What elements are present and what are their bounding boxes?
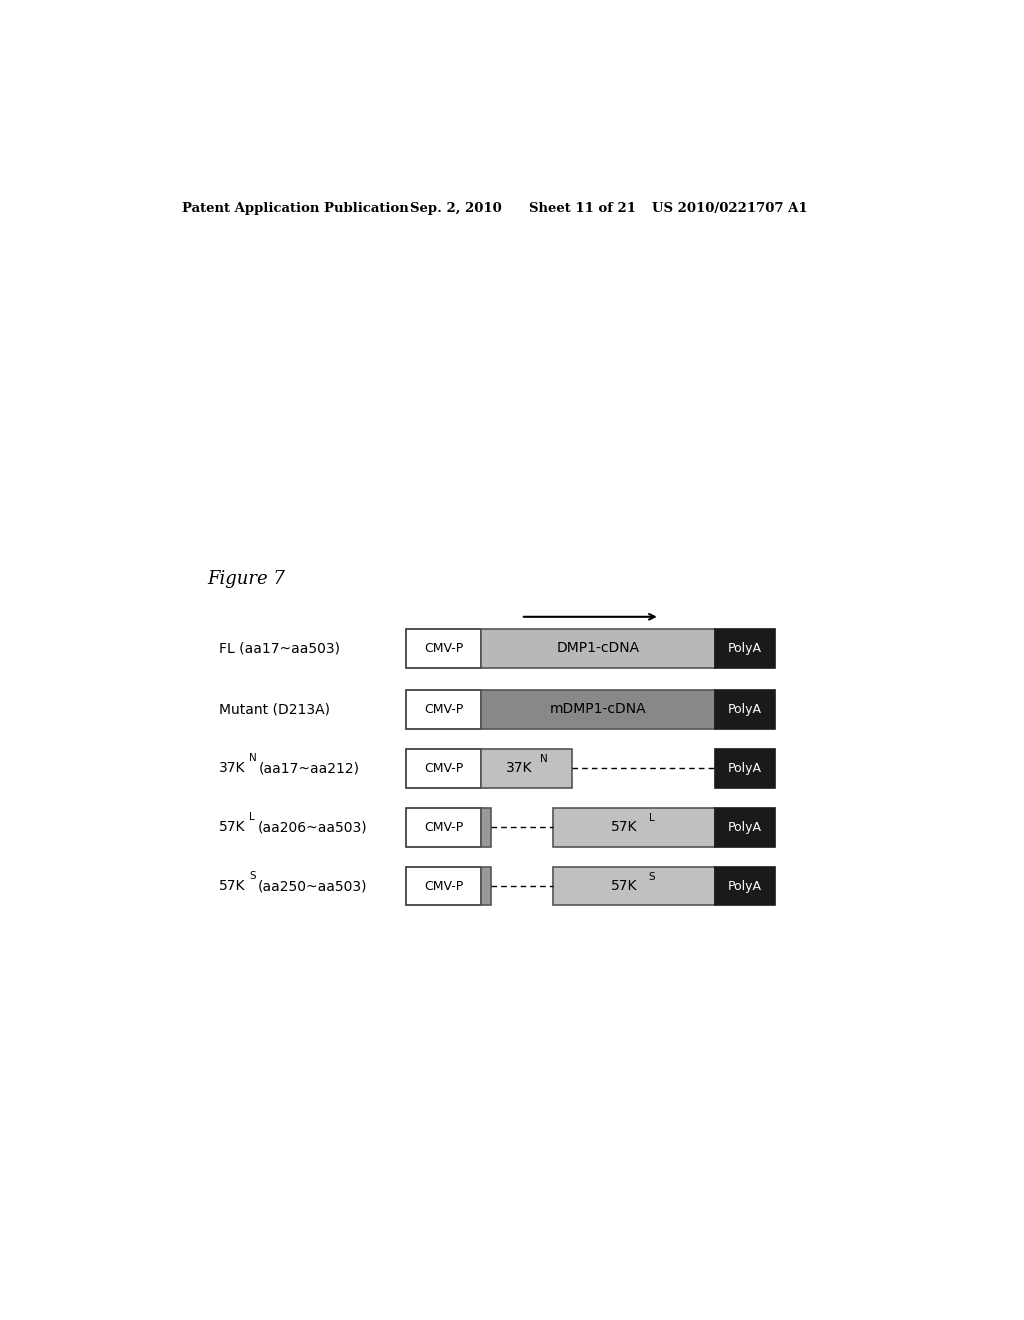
Bar	[406, 748, 481, 788]
Bar	[406, 808, 481, 846]
Text: PolyA: PolyA	[728, 879, 762, 892]
Text: DMP1-cDNA: DMP1-cDNA	[557, 642, 640, 655]
Text: PolyA: PolyA	[728, 642, 762, 655]
Text: US 2010/0221707 A1: US 2010/0221707 A1	[652, 202, 807, 215]
Text: Patent Application Publication: Patent Application Publication	[182, 202, 409, 215]
Text: 57K: 57K	[219, 820, 246, 834]
Bar	[715, 630, 775, 668]
Text: N: N	[541, 754, 548, 764]
Text: CMV-P: CMV-P	[424, 642, 463, 655]
Bar	[481, 690, 715, 729]
Bar	[553, 867, 715, 906]
Text: CMV-P: CMV-P	[424, 702, 463, 715]
Text: mDMP1-cDNA: mDMP1-cDNA	[550, 702, 646, 717]
Text: 57K: 57K	[611, 820, 638, 834]
Text: S: S	[250, 871, 256, 880]
Bar	[715, 690, 775, 729]
Text: CMV-P: CMV-P	[424, 879, 463, 892]
Bar	[715, 808, 775, 846]
Text: PolyA: PolyA	[728, 821, 762, 834]
Bar	[481, 867, 490, 906]
Bar	[406, 690, 481, 729]
Bar	[481, 630, 715, 668]
Text: PolyA: PolyA	[728, 762, 762, 775]
Text: Figure 7: Figure 7	[207, 570, 286, 587]
Text: Mutant (D213A): Mutant (D213A)	[219, 702, 331, 717]
Bar	[481, 748, 572, 788]
Text: 37K: 37K	[506, 762, 532, 775]
Text: 57K: 57K	[219, 879, 246, 894]
Text: L: L	[648, 813, 654, 824]
Text: Sep. 2, 2010: Sep. 2, 2010	[410, 202, 502, 215]
Text: (aa17~aa212): (aa17~aa212)	[259, 762, 360, 775]
Bar	[481, 808, 490, 846]
Text: Sheet 11 of 21: Sheet 11 of 21	[528, 202, 636, 215]
Text: L: L	[250, 812, 255, 822]
Text: CMV-P: CMV-P	[424, 821, 463, 834]
Bar	[406, 630, 481, 668]
Bar	[553, 808, 715, 846]
Text: 57K: 57K	[611, 879, 638, 894]
Text: PolyA: PolyA	[728, 702, 762, 715]
Bar	[715, 748, 775, 788]
Text: 37K: 37K	[219, 762, 246, 775]
Bar	[715, 867, 775, 906]
Text: FL (aa17~aa503): FL (aa17~aa503)	[219, 642, 340, 655]
Bar	[406, 867, 481, 906]
Text: (aa206~aa503): (aa206~aa503)	[257, 820, 367, 834]
Text: CMV-P: CMV-P	[424, 762, 463, 775]
Text: S: S	[648, 873, 654, 882]
Text: (aa250~aa503): (aa250~aa503)	[257, 879, 367, 894]
Text: N: N	[250, 754, 257, 763]
